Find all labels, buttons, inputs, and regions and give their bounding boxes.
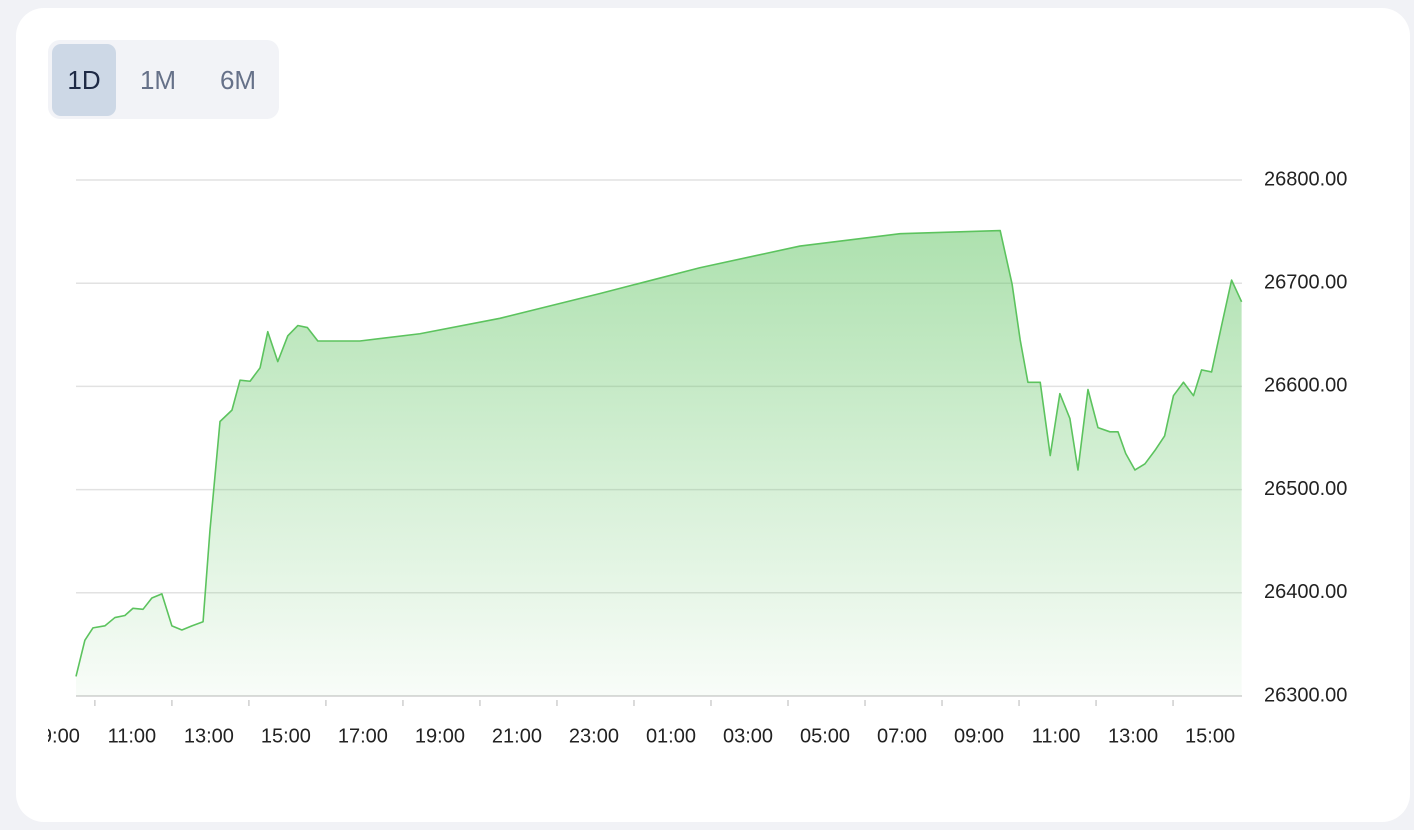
x-tick-label: 17:00 xyxy=(338,725,388,747)
x-tick-label: 09:00 xyxy=(30,725,80,747)
x-axis: 09:00 11:00 13:00 15:00 17:00 19:00 21:00 23:00… xyxy=(30,700,1235,747)
y-tick-label: 26300.00 xyxy=(1264,684,1347,706)
y-tick-label: 26500.00 xyxy=(1264,478,1347,500)
x-tick-label: 19:00 xyxy=(415,725,465,747)
area xyxy=(76,230,1242,696)
y-tick-label: 26800.00 xyxy=(1264,168,1347,190)
x-tick-label: 13:00 xyxy=(1108,725,1158,747)
x-tick-label: 23:00 xyxy=(569,725,619,747)
y-tick-label: 26600.00 xyxy=(1264,375,1347,397)
x-tick-label: 11:00 xyxy=(1032,725,1081,747)
x-tick-label: 15:00 xyxy=(261,725,311,747)
x-tick-label: 05:00 xyxy=(800,725,850,747)
y-tick-label: 26400.00 xyxy=(1264,581,1347,603)
x-tick-label: 15:00 xyxy=(1185,725,1235,747)
x-tick-label: 13:00 xyxy=(184,725,234,747)
x-tick-label: 07:00 xyxy=(877,725,927,747)
tab[interactable]: 6M xyxy=(219,65,257,95)
tab-group: 1D 1M 6M xyxy=(48,40,279,119)
x-tick-label: 11:00 xyxy=(108,725,157,747)
line xyxy=(75,229,1243,677)
x-tick-label: 01:00 xyxy=(646,725,696,747)
tab[interactable]: 1M xyxy=(139,65,177,95)
tab[interactable]: 1D xyxy=(52,44,116,116)
y-tick-label: 26700.00 xyxy=(1264,271,1347,293)
x-tick-label: 03:00 xyxy=(723,725,773,747)
x-tick-label: 09:00 xyxy=(954,725,1004,747)
x-tick-label: 21:00 xyxy=(492,725,542,747)
